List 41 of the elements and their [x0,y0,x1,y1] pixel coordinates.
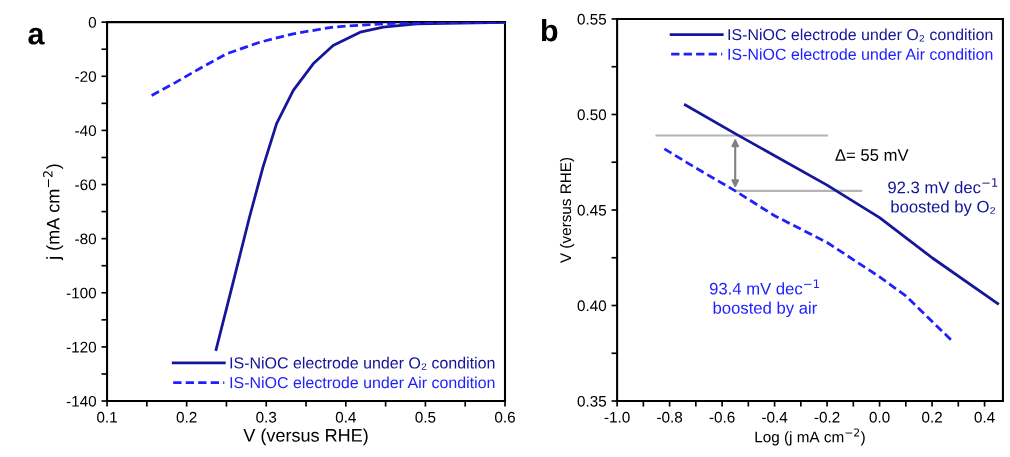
x-tick-label: 0.5 [415,411,436,423]
x-tick-label: 0.2 [176,411,197,423]
x-tick-label: 0.1 [97,411,117,423]
legend-label: IS-NiOC electrode under O₂ condition [230,356,495,370]
annotation: Δ= 55 mV [835,149,909,161]
x-tick-label: 0.4 [974,411,995,423]
annotation: 93.4 mV dec$^{−1}$ boosted by air [709,279,819,318]
y-tick-label: -100 [66,287,97,299]
x-axis-title: Log (j mA cm$^{−2}$) [755,428,865,446]
y-tick-label: -140 [66,395,97,407]
y-tick-label: -60 [75,179,97,191]
y-tick-label: 0 [88,17,97,28]
y-axis-title: j (mA cm$^{−2}$) [43,164,64,261]
line-series [150,22,505,97]
x-tick-label: -0.4 [762,411,788,423]
x-tick-label: -1.0 [604,411,630,423]
x-tick-label: -0.8 [657,411,683,423]
legend-label: IS-NiOC electrode under O₂ condition [728,28,993,42]
x-tick-label: 0.3 [256,411,277,423]
x-tick-label: -0.2 [814,411,840,423]
y-tick-label: -120 [66,341,97,353]
x-axis-title: V (versus RHE) [243,428,368,446]
legend-label: IS-NiOC electrode under Air condition [728,48,993,60]
x-tick-label: 0.0 [869,411,890,423]
y-tick-label: 0.35 [577,395,607,407]
x-tick-label: -0.6 [709,411,735,423]
x-tick-label: 0.6 [494,411,515,423]
x-tick-label: 0.4 [335,411,356,423]
y-tick-label: 0.40 [577,300,607,312]
y-axis-title: V (versus RHE) [559,157,575,263]
y-tick-label: 0.45 [577,204,607,216]
y-tick-label: -80 [75,233,97,245]
y-tick-label: -40 [75,125,97,137]
y-tick-label: -20 [75,71,97,82]
x-tick-label: 0.2 [922,411,942,423]
annotation: 92.3 mV dec$^{−1}$ boosted by O₂ [888,178,998,216]
chart-title: a [28,27,45,45]
y-tick-label: 0.55 [577,13,607,25]
y-tick-label: 0.50 [577,109,607,121]
chart-title: b [541,18,558,42]
legend-label: IS-NiOC electrode under Air condition [230,376,495,389]
